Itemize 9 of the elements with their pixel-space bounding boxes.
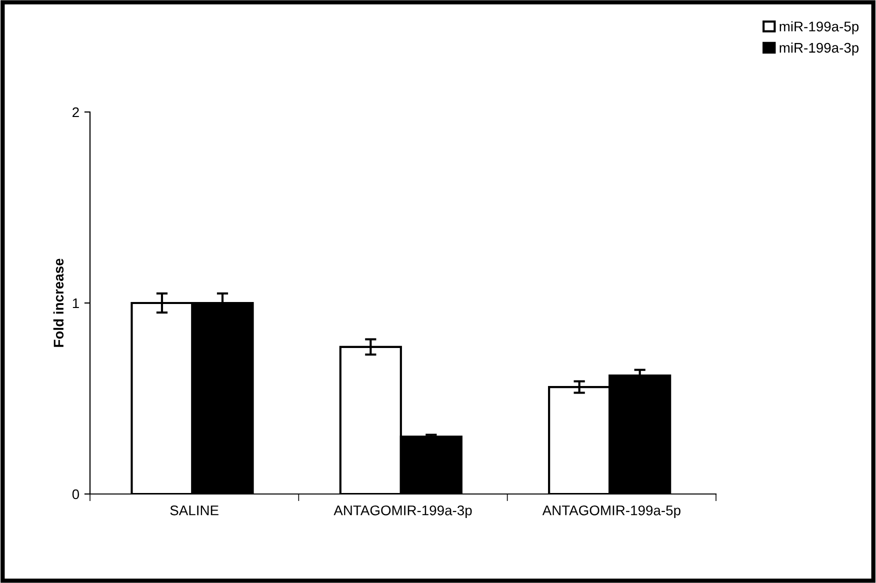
y-tick-label: 0	[72, 489, 80, 500]
x-tick-label: SALINE	[170, 505, 218, 516]
x-tick-label: ANTAGOMIR-199a-3p	[334, 505, 472, 518]
x-tick-label: ANTAGOMIR-199a-5p	[542, 505, 680, 518]
y-axis-title: Fold increase	[53, 258, 64, 347]
y-tick-label: 2	[72, 107, 79, 118]
y-tick-label: 1	[72, 298, 79, 308]
legend-label: miR-199a-3p	[780, 42, 859, 56]
legend-label: miR-199a-5p	[780, 21, 859, 34]
